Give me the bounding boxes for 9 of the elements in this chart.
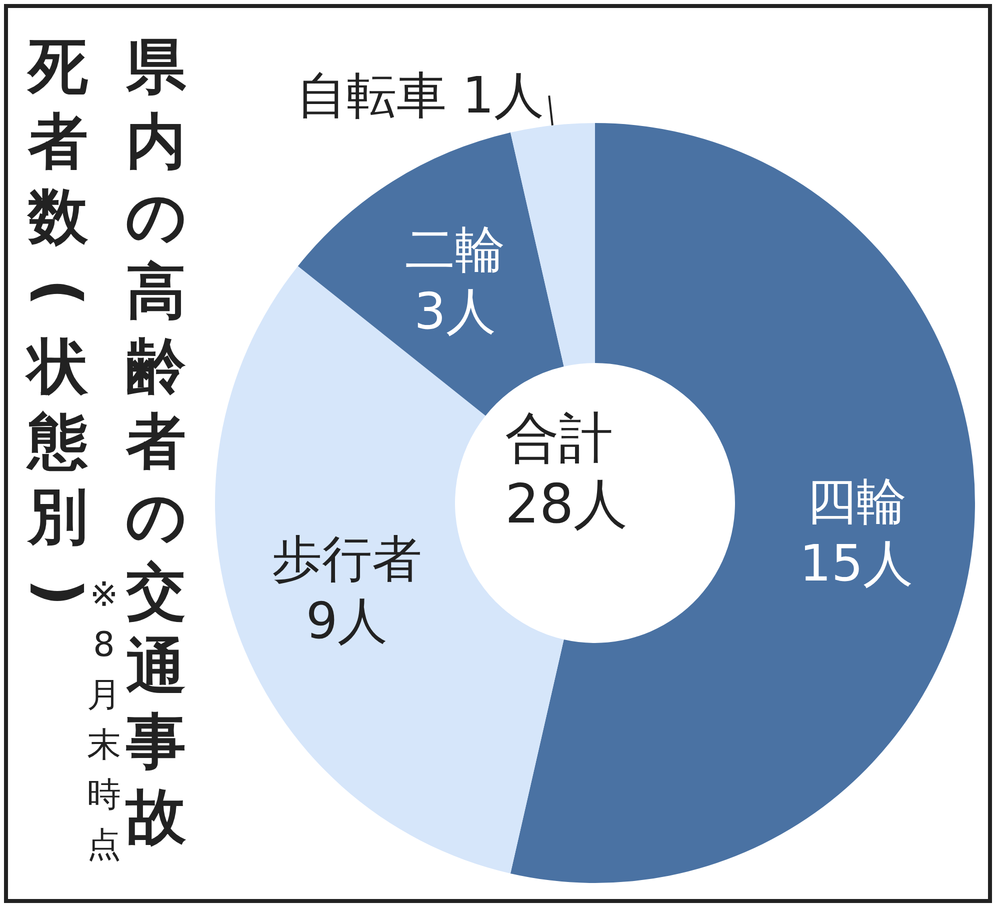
slice-label: 歩行者 — [272, 530, 422, 588]
data-label: 15人 — [800, 534, 914, 592]
data-label: 3人 — [414, 282, 496, 340]
text: 合計 28人 — [505, 406, 628, 536]
slice-label: 四輪 — [806, 472, 906, 530]
slice-label: 二輪 — [405, 220, 506, 278]
chart-title: 県内の高齢者の交通事故 — [126, 32, 186, 852]
slice-label: 自転車 1人 — [296, 66, 544, 125]
data-label: 9人 — [306, 592, 388, 650]
